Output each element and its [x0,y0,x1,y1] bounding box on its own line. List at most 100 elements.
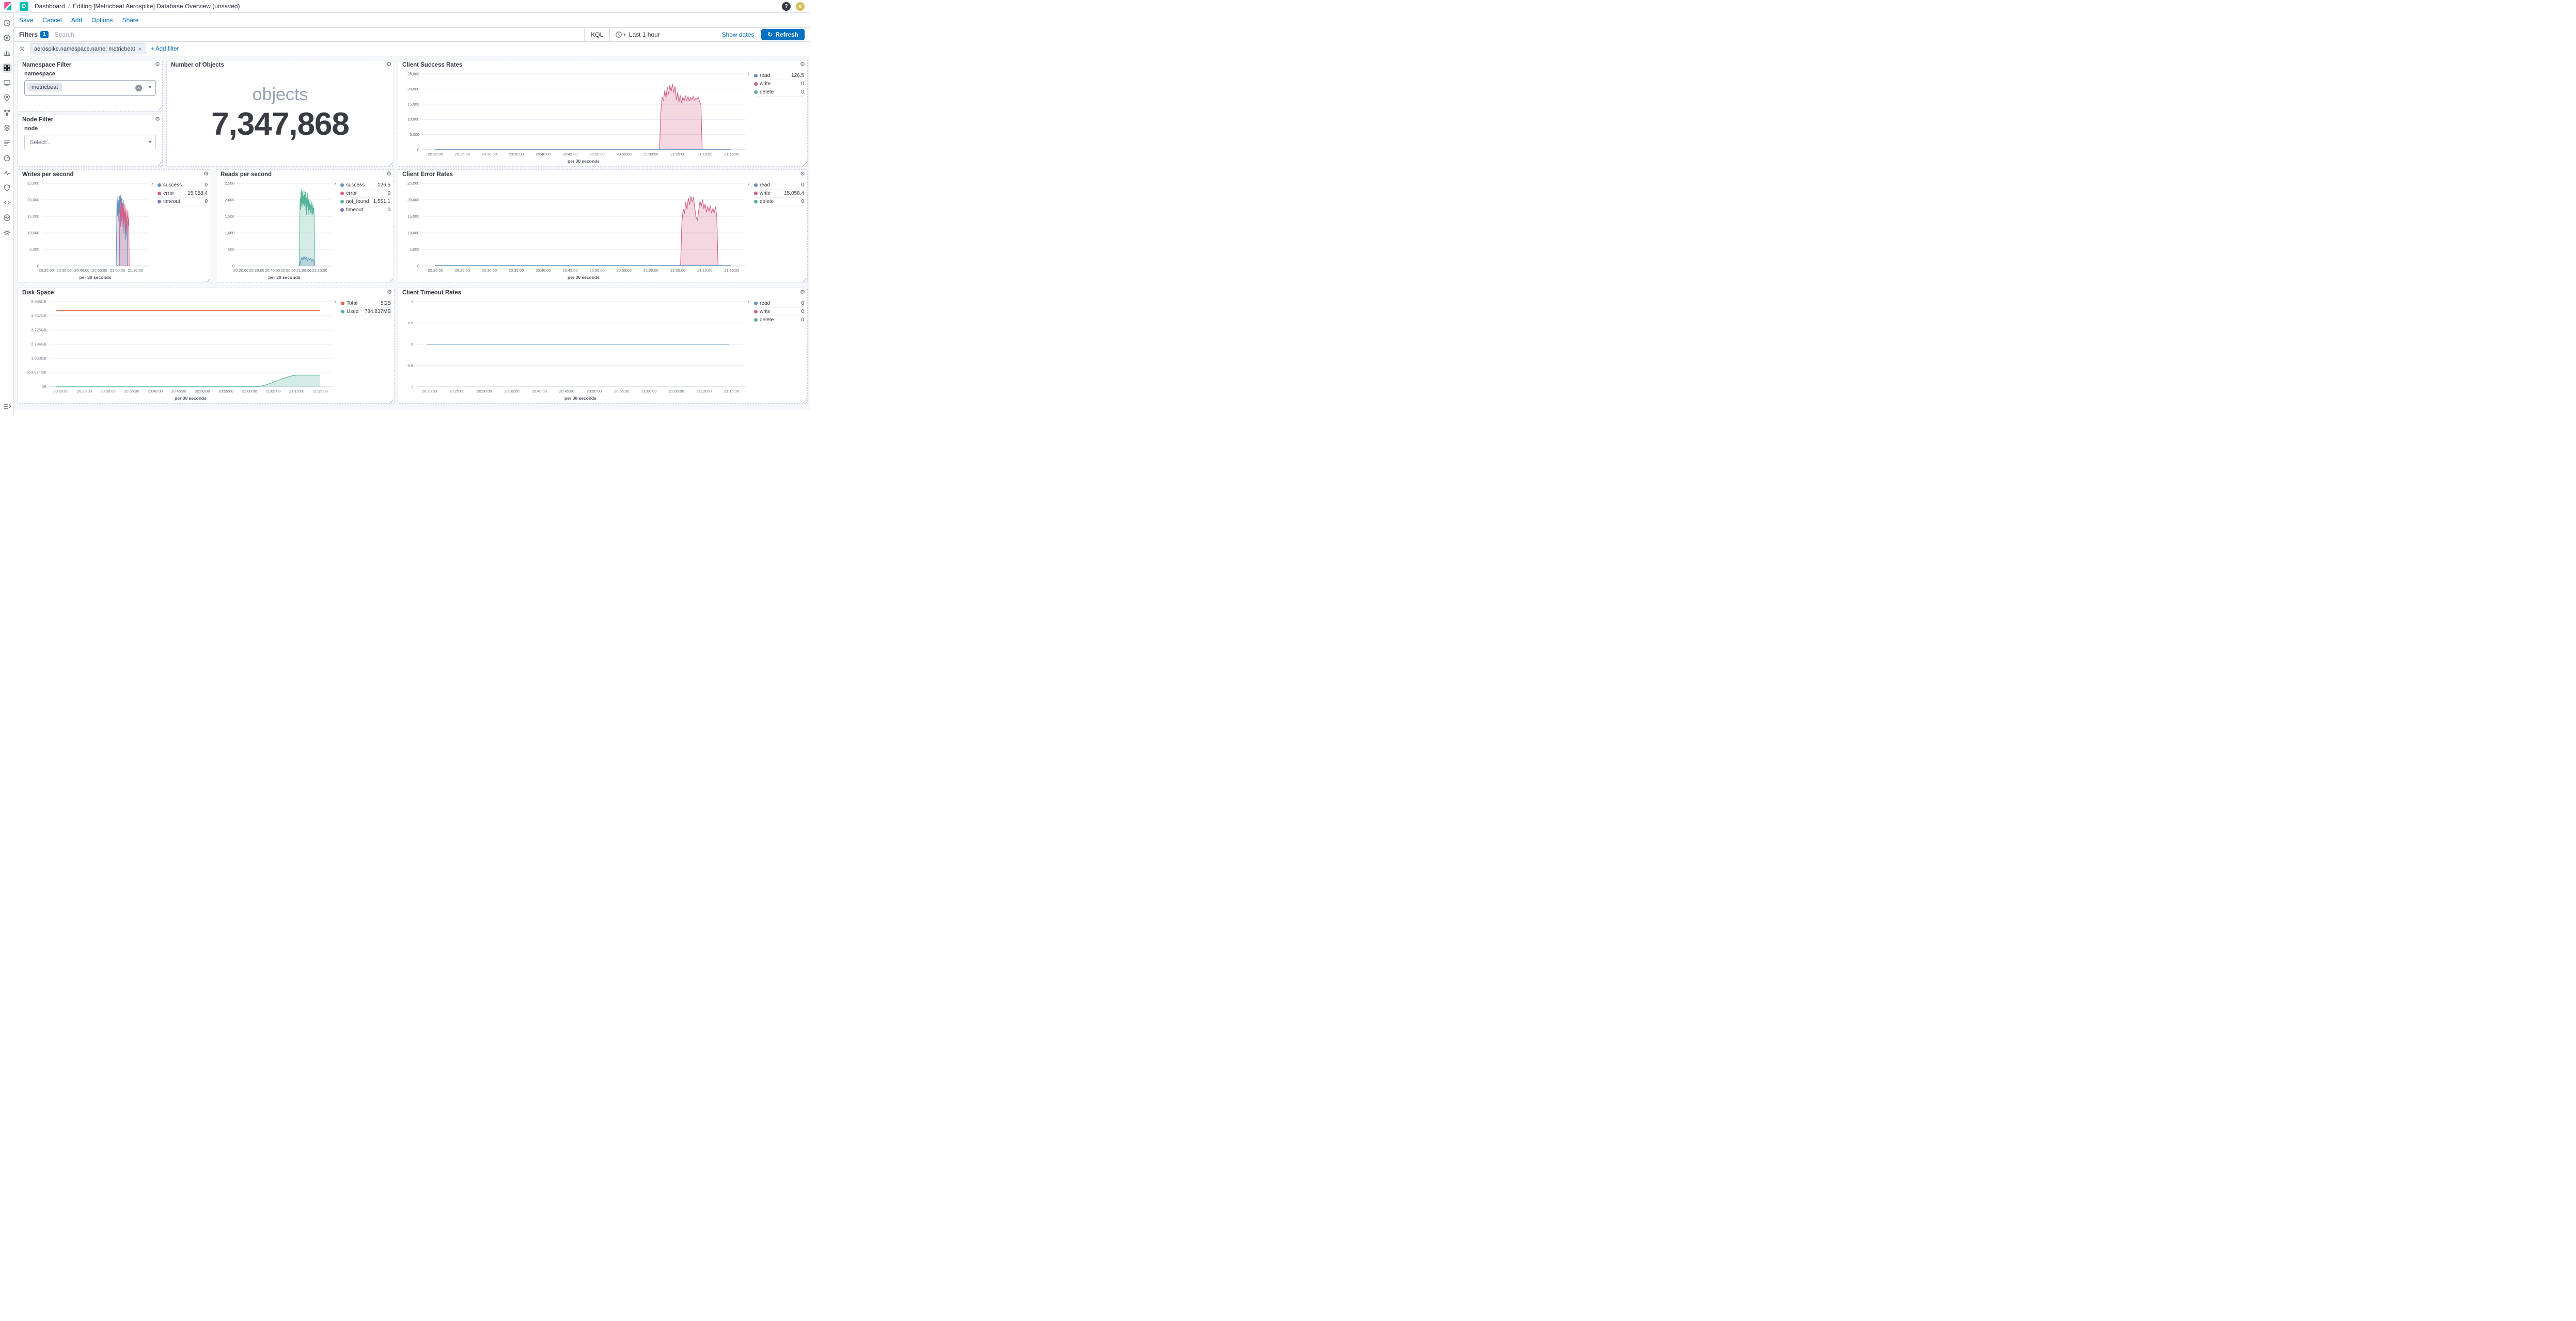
avatar[interactable]: e [796,2,805,11]
legend-item[interactable]: read 0 [754,181,804,190]
panel-resize-handle[interactable] [387,276,393,282]
legend-item[interactable]: success 126.5 [340,181,390,190]
panel-settings-icon[interactable]: ⚙ [155,61,160,68]
legend-item[interactable]: not_found 1,551.1 [340,198,390,206]
legend-collapse-icon[interactable]: › [335,299,337,305]
filter-settings-gear-icon[interactable] [19,45,25,52]
panel-resize-handle[interactable] [387,160,393,166]
svg-text:20:50:00: 20:50:00 [92,268,107,273]
panel-resize-handle[interactable] [801,160,807,166]
logs-icon[interactable] [2,138,12,148]
namespace-selected-pill[interactable]: metricbeat [27,83,62,91]
legend-collapse-icon[interactable]: › [748,181,750,187]
add-filter-button[interactable]: + Add filter [150,45,179,52]
uptime-icon[interactable] [2,168,12,178]
apm-icon[interactable] [2,153,12,163]
infrastructure-icon[interactable] [2,123,12,133]
series-label: read [760,182,771,188]
field-label: node [24,125,38,132]
share-button[interactable]: Share [122,17,139,24]
save-button[interactable]: Save [19,17,34,24]
metric-value: 7,347,868 [211,106,350,142]
cancel-button[interactable]: Cancel [42,17,62,24]
legend-item[interactable]: write 0 [754,80,804,88]
client-error-rates-chart[interactable]: 0 5,000 10,000 15,000 20,000 25,000 20:20:00 20… [400,180,747,280]
client-timeout-rates-chart[interactable]: 1 0.5 0 -0.5 -1 20:20:00 20:25:00 20:30:00 20:35… [400,298,747,401]
options-button[interactable]: Options [91,17,113,24]
panel-resize-handle[interactable] [205,276,210,282]
panel-resize-handle[interactable] [801,397,807,403]
legend-item[interactable]: read 126.5 [754,72,804,80]
dashboard-icon[interactable] [2,63,12,73]
client-success-rates-chart[interactable]: 0 5,000 10,000 15,000 20,000 25,000 20:20:00 20… [400,71,747,164]
writes-per-second-chart[interactable]: 0 5,000 10,000 15,000 20,000 25,000 20:20:00 20… [20,180,151,280]
legend-item[interactable]: timeout 0 [340,206,390,214]
legend-item[interactable]: read 0 [754,300,804,308]
legend-item[interactable]: write 0 [754,308,804,316]
legend-collapse-icon[interactable]: › [151,181,153,187]
clock-icon[interactable]: ▾ [615,31,626,38]
kql-toggle[interactable]: KQL [584,28,609,41]
svg-text:20:45:00: 20:45:00 [562,268,577,273]
panel-settings-icon[interactable]: ⚙ [800,61,805,68]
show-dates-button[interactable]: Show dates [721,31,755,38]
chevron-down-icon[interactable]: ▾ [148,139,151,145]
siem-icon[interactable] [2,183,12,193]
machine-learning-icon[interactable] [2,108,12,118]
legend-item[interactable]: Used 784.837MB [341,308,391,316]
close-icon[interactable]: × [138,45,142,53]
panel-resize-handle[interactable] [156,105,162,111]
legend-collapse-icon[interactable]: › [748,71,750,77]
refresh-button[interactable]: ↻ Refresh [761,29,805,40]
recent-icon[interactable] [2,18,12,28]
panel-title: Node Filter [22,117,54,123]
legend-item[interactable]: Total 5GB [341,300,391,308]
panel-resize-handle[interactable] [801,276,807,282]
maps-icon[interactable] [2,93,12,103]
legend-item[interactable]: delete 0 [754,198,804,206]
panel-resize-handle[interactable] [156,160,162,166]
legend-item[interactable]: success 0 [158,181,208,190]
svg-text:0: 0 [232,264,234,269]
canvas-icon[interactable] [2,78,12,88]
legend-collapse-icon[interactable]: › [748,299,750,305]
panel-settings-icon[interactable]: ⚙ [203,171,209,177]
legend-item[interactable]: write 15,058.4 [754,190,804,198]
series-value: 0 [801,301,804,306]
help-icon[interactable]: ? [782,2,791,11]
management-icon[interactable] [2,228,12,238]
legend-item[interactable]: error 0 [340,190,390,198]
discover-icon[interactable] [2,33,12,43]
panel-settings-icon[interactable]: ⚙ [387,289,392,295]
legend-item[interactable]: delete 0 [754,316,804,324]
stack-monitoring-icon[interactable] [2,213,12,223]
legend-item[interactable]: delete 0 [754,88,804,97]
namespace-combobox[interactable]: metricbeat × ▾ [24,80,156,96]
panel-settings-icon[interactable]: ⚙ [800,289,805,295]
chevron-down-icon[interactable]: ▾ [148,85,151,90]
panel-settings-icon[interactable]: ⚙ [155,116,160,122]
kibana-logo[interactable] [3,2,12,11]
legend-item[interactable]: error 15,058.4 [158,190,208,198]
panel-settings-icon[interactable]: ⚙ [800,171,805,177]
search-input[interactable] [54,31,585,38]
nav-expand-icon[interactable] [2,402,12,412]
dev-tools-icon[interactable] [2,198,12,208]
panel-settings-icon[interactable]: ⚙ [386,171,391,177]
disk-space-chart[interactable]: 0B 953.674MB 1.863GB 2.794GB 3.725GB 4.657GB 5… [20,298,334,401]
breadcrumb-root[interactable]: Dashboard [35,3,65,10]
time-range-value[interactable]: Last 1 hour [629,31,660,38]
filters-toggle[interactable]: Filters 1 [19,31,49,38]
add-button[interactable]: Add [71,17,83,24]
visualize-icon[interactable] [2,48,12,58]
panel-settings-icon[interactable]: ⚙ [386,61,391,68]
reads-per-second-chart[interactable]: 0 500 1,000 1,500 2,000 2,500 20:20:00 20:30:00… [218,180,334,280]
filter-pill[interactable]: aerospike.namespace.name: metricbeat × [30,43,146,54]
node-select[interactable]: Select... ▾ [24,135,156,150]
legend-collapse-icon[interactable]: › [334,181,336,187]
space-badge[interactable]: D [20,2,28,11]
clear-selection-icon[interactable]: × [135,85,142,91]
legend-item[interactable]: timeout 0 [158,198,208,206]
svg-text:20:20:00: 20:20:00 [428,268,443,273]
panel-resize-handle[interactable] [388,397,394,403]
